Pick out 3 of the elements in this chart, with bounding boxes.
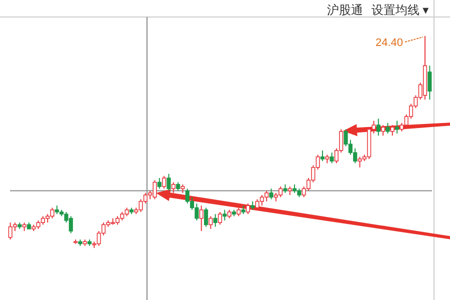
text: 沪股通 [327, 3, 363, 17]
annotation: 24.40 [375, 37, 404, 49]
text: 设置均线 ▾ [371, 3, 429, 17]
